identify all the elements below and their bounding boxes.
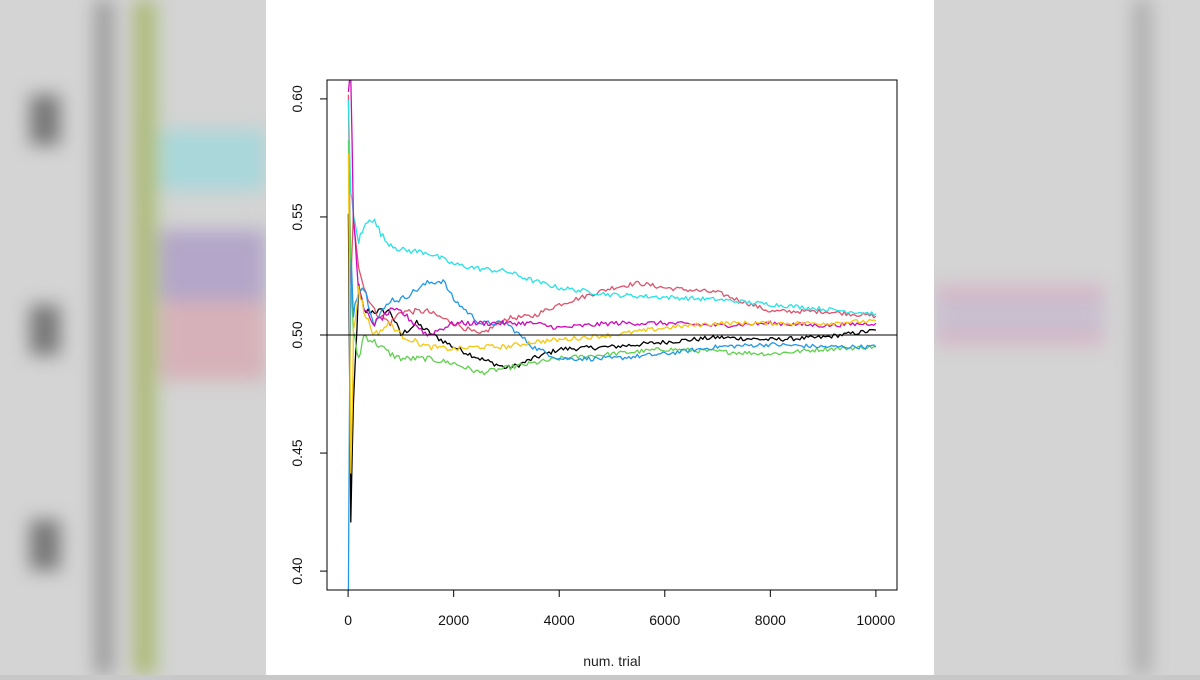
series-line-6 <box>347 80 877 337</box>
y-tick-label: 0.50 <box>289 321 305 348</box>
series-line-5 <box>347 100 877 317</box>
series-layer <box>327 80 897 590</box>
x-tick-label: 4000 <box>544 612 575 628</box>
y-tick-label: 0.55 <box>289 203 305 230</box>
x-tick-label: 6000 <box>649 612 680 628</box>
x-tick-label: 2000 <box>438 612 469 628</box>
y-tick-label: 0.60 <box>289 85 305 112</box>
chart-card: 0 2000 4000 6000 8000 10000 0.40 0.45 0.50 0.55 0.… <box>266 0 934 675</box>
x-tick-label: 10000 <box>856 612 895 628</box>
series-line-7 <box>347 153 877 474</box>
series-line-4 <box>347 258 877 590</box>
blurred-background-left <box>0 0 266 675</box>
series-line-1 <box>347 213 877 523</box>
y-tick-label: 0.45 <box>289 439 305 466</box>
blurred-background-right <box>934 0 1200 675</box>
x-tick-label: 0 <box>344 612 352 628</box>
axis-layer: 0 2000 4000 6000 8000 10000 0.40 0.45 0.50 0.55 0.… <box>289 85 896 628</box>
series-line-2 <box>347 94 877 334</box>
series-line-3 <box>347 140 876 376</box>
x-tick-label: 8000 <box>755 612 786 628</box>
line-chart: 0 2000 4000 6000 8000 10000 0.40 0.45 0.50 0.55 0.… <box>289 79 898 669</box>
x-axis-label: num. trial <box>583 653 641 669</box>
y-tick-label: 0.40 <box>289 557 305 584</box>
